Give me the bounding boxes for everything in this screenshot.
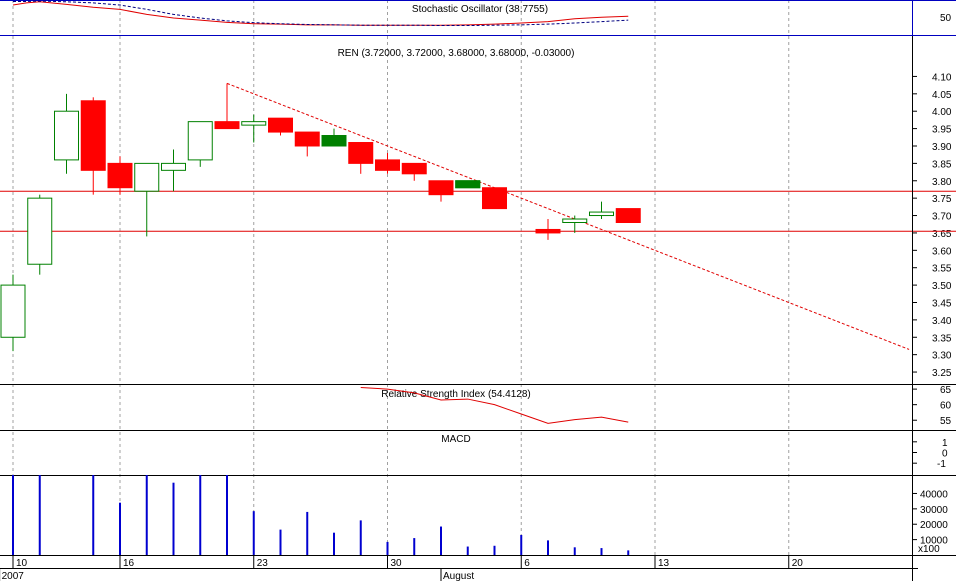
xaxis-day-label: 16 xyxy=(123,558,135,569)
volume-tick-label: 30000 xyxy=(920,505,948,516)
candle-body-up xyxy=(187,121,213,161)
price-tick-label: 3.30 xyxy=(932,351,952,362)
price-tick-label: 3.50 xyxy=(932,281,952,292)
stoch-d-line xyxy=(13,0,629,27)
candle-body-up xyxy=(27,197,53,265)
candle-body-down xyxy=(401,162,427,175)
price-tick-label: 3.90 xyxy=(932,142,952,153)
candle-body-filled-up xyxy=(321,135,347,147)
macd-tick-label: 1 xyxy=(942,438,948,449)
price-tick-label: 4.05 xyxy=(932,90,952,101)
xaxis-day-label: 20 xyxy=(792,558,804,569)
price-tick-label: 3.40 xyxy=(932,316,952,327)
macd-title: MACD xyxy=(441,434,470,445)
candlestick xyxy=(348,142,374,174)
candle-body-down xyxy=(375,159,400,171)
candle-body-down xyxy=(294,131,320,147)
price-title: REN (3.72000, 3.72000, 3.68000, 3.68000,… xyxy=(338,48,575,59)
candle-body-down xyxy=(535,228,561,234)
price-tick-label: 3.85 xyxy=(932,159,952,170)
price-tick-label: 4.10 xyxy=(932,72,952,83)
price-tick-label: 3.45 xyxy=(932,298,952,309)
candlestick xyxy=(241,114,267,143)
candlestick xyxy=(214,83,240,130)
candlestick xyxy=(161,149,186,192)
rsi-tick-label: 55 xyxy=(940,416,952,427)
macd-tick-label: -1 xyxy=(937,459,946,470)
volume-scale-label: x100 xyxy=(918,544,940,555)
candlestick xyxy=(589,201,614,220)
rsi-tick-label: 65 xyxy=(940,385,952,396)
candle-body-down xyxy=(107,162,133,189)
candle-body-up xyxy=(0,284,26,338)
candlestick xyxy=(268,117,293,136)
candle-body-up xyxy=(54,110,79,161)
candlestick xyxy=(54,93,79,174)
candle-body-up xyxy=(134,162,160,192)
candlestick xyxy=(562,215,588,233)
price-tick-label: 3.25 xyxy=(932,368,952,379)
xaxis-day-label: 10 xyxy=(16,558,28,569)
vertical-gridlines xyxy=(12,0,790,555)
rsi-tick-label: 60 xyxy=(940,401,952,412)
candle-body-down xyxy=(615,208,641,223)
xaxis-day-label: 6 xyxy=(524,558,530,569)
xaxis-day-label: 30 xyxy=(391,558,403,569)
candlestick xyxy=(187,121,213,167)
candle-body-up xyxy=(589,211,614,217)
candle-body-filled-up xyxy=(455,180,481,189)
price-tick-label: 3.60 xyxy=(932,246,952,257)
volume-tick-label: 20000 xyxy=(920,520,948,531)
candlestick xyxy=(535,219,561,240)
rsi-title: Relative Strength Index (54.4128) xyxy=(381,389,531,400)
macd-tick-label: 0 xyxy=(942,449,948,460)
price-tick-label: 3.55 xyxy=(932,264,952,275)
volume-tick-label: 40000 xyxy=(920,489,948,500)
price-tick-label: 3.65 xyxy=(932,229,952,240)
candlestick xyxy=(107,156,133,195)
candlestick xyxy=(482,187,507,210)
price-tick-label: 3.35 xyxy=(932,333,952,344)
stoch-title: Stochastic Oscillator (38.7755) xyxy=(412,4,548,15)
candlestick xyxy=(375,152,400,174)
candle-body-up xyxy=(562,218,588,223)
candle-body-down xyxy=(482,187,507,210)
candlestick xyxy=(134,162,160,237)
price-tick-label: 4.00 xyxy=(932,107,952,118)
candlestick xyxy=(294,131,320,157)
candle-body-down xyxy=(428,180,454,196)
xaxis-month-label: August xyxy=(443,571,474,581)
volume-tick-label: 10000 xyxy=(920,536,948,547)
candle-body-down xyxy=(348,142,374,164)
candlestick xyxy=(615,208,641,223)
candle-body-down xyxy=(80,100,106,171)
candlestick xyxy=(80,97,106,195)
candlestick xyxy=(401,162,427,181)
xaxis-day-label: 23 xyxy=(257,558,269,569)
candlestick xyxy=(428,180,454,202)
candle-body-down xyxy=(214,121,240,130)
xaxis-day-label: 13 xyxy=(658,558,670,569)
candle-body-down xyxy=(268,117,293,133)
trendline xyxy=(226,82,910,350)
stoch-tick-label: 50 xyxy=(940,13,952,24)
candle-body-up xyxy=(241,121,267,126)
candlestick xyxy=(0,274,26,352)
candlestick xyxy=(27,194,53,275)
price-tick-label: 3.95 xyxy=(932,125,952,136)
candle-body-up xyxy=(161,162,186,171)
price-tick-label: 3.70 xyxy=(932,212,952,223)
price-tick-label: 3.80 xyxy=(932,177,952,188)
rsi-line xyxy=(360,387,629,424)
price-tick-label: 3.75 xyxy=(932,194,952,205)
xaxis-month-label: 2007 xyxy=(2,571,25,581)
